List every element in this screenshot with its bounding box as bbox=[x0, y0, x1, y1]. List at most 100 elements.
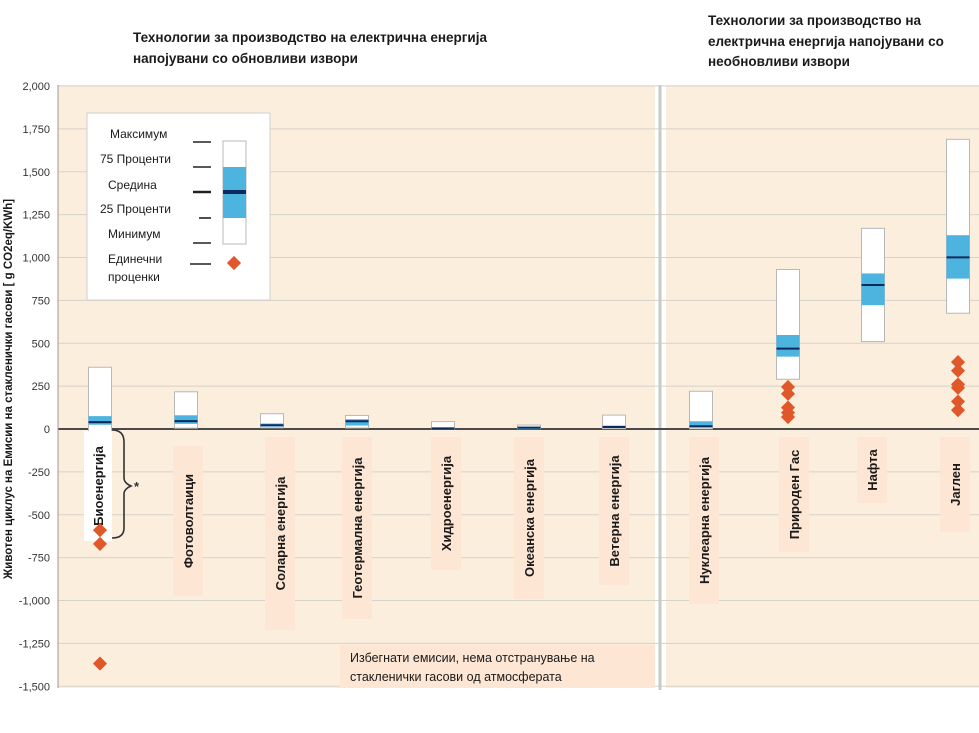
category-label-background bbox=[599, 437, 629, 585]
category-label-background bbox=[342, 437, 372, 619]
category-label: Геотермална енергија bbox=[342, 437, 372, 619]
boxplot bbox=[431, 421, 455, 430]
category-label: Соларна енергија bbox=[265, 437, 295, 630]
category-label-background bbox=[265, 437, 295, 630]
category-label-text: Соларна енергија bbox=[273, 476, 288, 590]
nonrenewable-title-line3: необновливи извори bbox=[708, 54, 850, 69]
box-iqr bbox=[88, 416, 112, 425]
legend-median-label: Средина bbox=[108, 178, 157, 192]
category-label-text: Хидроенергија bbox=[439, 455, 454, 551]
category-label: Нафта bbox=[857, 437, 887, 503]
y-axis-label: Животен циклус на Емисии на стакленички … bbox=[3, 199, 15, 580]
box-whisker-range bbox=[946, 138, 970, 314]
category-label-text: Природен Гас bbox=[787, 450, 802, 540]
category-label-text: Геотермална енергија bbox=[350, 457, 365, 599]
nonrenewable-title-line2: електрична енергија напојувани со bbox=[708, 34, 944, 49]
box-iqr bbox=[689, 421, 713, 428]
box-iqr bbox=[776, 335, 800, 357]
annotation-line2: стакленички гасови од атмосферата bbox=[350, 670, 562, 684]
category-label: Природен Гас bbox=[779, 437, 809, 552]
boxplot bbox=[174, 391, 198, 429]
y-tick-label: -250 bbox=[28, 467, 50, 479]
single-estimate-point bbox=[780, 409, 796, 425]
boxplot bbox=[260, 413, 284, 429]
single-estimate-point bbox=[950, 380, 966, 395]
legend-single-label-line2: проценки bbox=[108, 270, 160, 284]
y-tick-label: 2,000 bbox=[22, 81, 50, 93]
y-axis-ticks: 2,000 1,750 1,500 1,250 1,000 750 500 250 0 -250 -… bbox=[19, 81, 50, 693]
legend-single-diamond bbox=[226, 255, 242, 271]
box-whisker-range bbox=[602, 414, 626, 430]
box-iqr bbox=[861, 273, 885, 306]
category-label-text: Океанска енергија bbox=[522, 458, 537, 577]
y-tick-label: 1,750 bbox=[22, 124, 50, 136]
boxplot bbox=[689, 390, 713, 430]
category-label: Јаглен bbox=[940, 437, 970, 532]
y-tick-label: 1,250 bbox=[22, 210, 50, 222]
single-estimate-point bbox=[92, 656, 108, 671]
category-label-background bbox=[940, 437, 970, 532]
category-label: Ветерна енергија bbox=[599, 437, 629, 585]
y-tick-label: -750 bbox=[28, 553, 50, 565]
boxplot bbox=[602, 414, 626, 430]
y-tick-label: -1,000 bbox=[19, 596, 50, 608]
category-label-text: Фотоволтаици bbox=[181, 474, 196, 568]
annotation-line1: Избегнати емисии, нема отстранување на bbox=[350, 651, 595, 665]
bioenergy-bracket: * bbox=[111, 429, 140, 539]
category-label-background bbox=[689, 437, 719, 604]
legend-min-label: Минимум bbox=[108, 227, 161, 241]
category-labels: Биоенергија Фотоволтаици Соларна енергија Г… bbox=[84, 431, 970, 630]
legend-single-label-line1: Единечни bbox=[108, 252, 162, 266]
single-estimate-point bbox=[950, 355, 966, 370]
y-tick-label: -1,250 bbox=[19, 638, 50, 650]
category-label-text: Нуклеарна енергија bbox=[697, 456, 712, 584]
y-tick-label: 1,000 bbox=[22, 253, 50, 265]
legend-p75-label: 75 Проценти bbox=[100, 152, 171, 166]
box-whisker-range bbox=[689, 390, 713, 430]
single-estimate-point bbox=[950, 403, 966, 418]
category-label-background bbox=[779, 437, 809, 552]
category-label-text: Јаглен bbox=[948, 463, 963, 506]
legend: Максимум 75 Проценти Средина 25 Проценти… bbox=[86, 112, 271, 301]
category-label-background bbox=[173, 446, 203, 596]
category-label: Океанска енергија bbox=[514, 437, 544, 599]
nonrenewable-title-line1: Технологии за производство на bbox=[708, 13, 922, 28]
y-tick-label: 1,500 bbox=[22, 167, 50, 179]
category-label: Хидроенергија bbox=[431, 437, 461, 570]
annotation-background bbox=[340, 645, 655, 688]
single-estimates bbox=[92, 355, 966, 671]
category-label-background bbox=[514, 437, 544, 599]
boxplot bbox=[776, 269, 800, 380]
category-label-background bbox=[431, 437, 461, 570]
single-estimate-point bbox=[780, 386, 796, 401]
legend-max-label: Максимум bbox=[110, 127, 167, 141]
category-label-text: Биоенергија bbox=[91, 445, 106, 526]
category-label: Биоенергија bbox=[84, 431, 112, 541]
single-estimate-point bbox=[950, 394, 966, 409]
category-label-text: Нафта bbox=[865, 449, 880, 491]
renewable-title-line2: напојувани со обновливи извори bbox=[133, 51, 358, 66]
box-iqr bbox=[174, 415, 198, 424]
category-label: Нуклеарна енергија bbox=[689, 437, 719, 604]
box-iqr bbox=[345, 419, 369, 426]
box-whisker-range bbox=[776, 269, 800, 380]
single-estimate-point bbox=[950, 363, 966, 378]
y-tick-label: 750 bbox=[32, 295, 50, 307]
y-tick-label: 0 bbox=[44, 424, 50, 436]
legend-p25-label: 25 Проценти bbox=[100, 202, 171, 216]
y-tick-label: 250 bbox=[32, 381, 50, 393]
category-label-background bbox=[857, 437, 887, 503]
single-estimate-point bbox=[92, 536, 108, 551]
category-label-text: Ветерна енергија bbox=[607, 455, 622, 567]
boxplot bbox=[946, 138, 970, 314]
boxplot bbox=[517, 424, 541, 430]
single-estimate-point bbox=[92, 523, 108, 538]
y-tick-label: -1,500 bbox=[19, 681, 50, 693]
boxplot bbox=[345, 414, 369, 429]
renewable-title-line1: Технологии за производство на електрична… bbox=[133, 30, 487, 45]
category-label-background bbox=[84, 431, 112, 541]
bracket-asterisk: * bbox=[134, 479, 140, 494]
y-tick-label: 500 bbox=[32, 338, 50, 350]
boxplot bbox=[861, 227, 885, 343]
